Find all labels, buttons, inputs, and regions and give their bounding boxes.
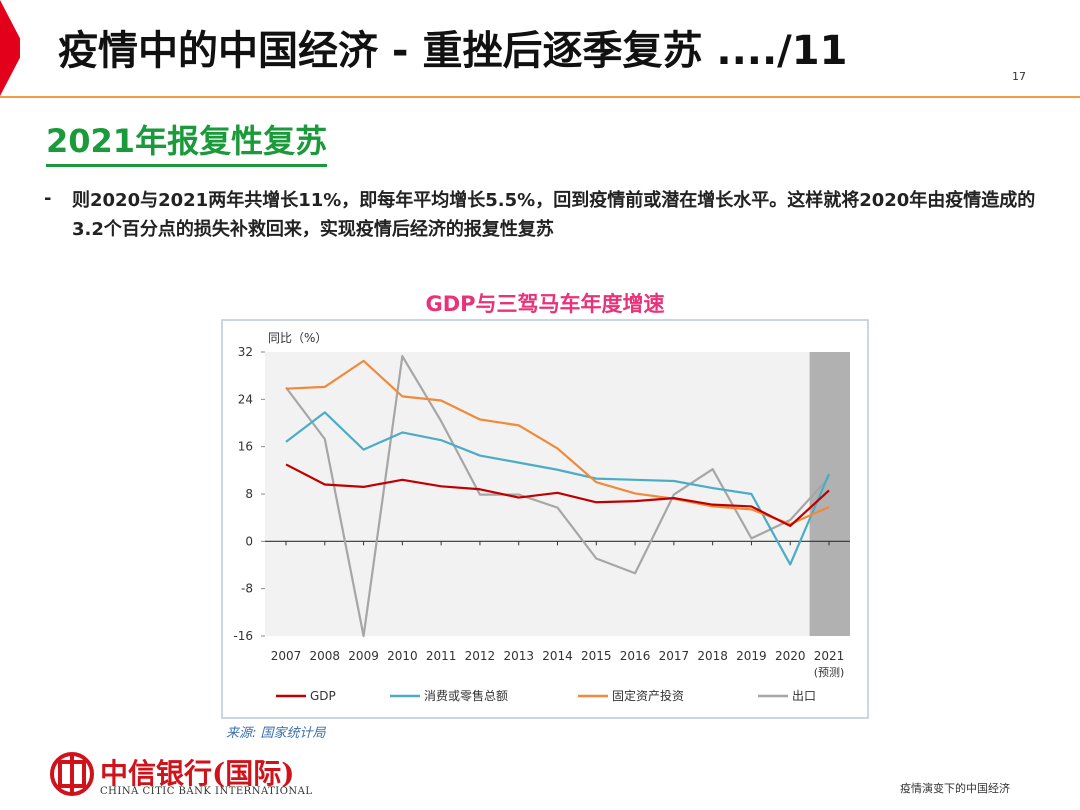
- bullet-marker: -: [44, 188, 52, 209]
- subtitle: 2021年报复性复苏: [46, 116, 328, 167]
- x-tick-label: 2019: [736, 649, 767, 663]
- x-tick-label: 2021: [814, 649, 845, 663]
- x-tick-label: 2007: [271, 649, 302, 663]
- legend-label: 固定资产投资: [612, 688, 684, 703]
- logo-en: CHINA CITIC BANK INTERNATIONAL: [100, 786, 313, 797]
- x-tick-label: 2020: [775, 649, 806, 663]
- x-tick-label: 2011: [426, 649, 457, 663]
- x-tick-label: 2008: [310, 649, 341, 663]
- x-tick-label: 2018: [697, 649, 728, 663]
- legend-label: GDP: [310, 689, 336, 703]
- x-tick-label: 2014: [542, 649, 573, 663]
- y-tick-label: 0: [245, 534, 253, 548]
- series-line: [285, 463, 830, 528]
- forecast-label: (预测): [814, 666, 845, 679]
- y-axis-label: 同比（%）: [268, 331, 327, 345]
- x-tick-label: 2017: [659, 649, 690, 663]
- y-tick-label: 24: [238, 392, 253, 406]
- legend-label: 消费或零售总额: [424, 688, 508, 703]
- y-tick-label: 16: [238, 440, 253, 454]
- source: 来源: 国家统计局: [226, 726, 326, 741]
- y-tick-label: 32: [238, 345, 253, 359]
- plot-area: [265, 352, 850, 636]
- bullet-text: 则2020与2021两年共增长11%，即每年平均增长5.5%，回到疫情前或潜在增…: [72, 190, 1036, 240]
- legend-label: 出口: [792, 689, 816, 703]
- series-line: [285, 411, 831, 566]
- page-number: 17: [1012, 70, 1026, 83]
- series-line: [285, 355, 830, 638]
- y-tick-label: -16: [233, 629, 253, 643]
- x-tick-label: 2009: [348, 649, 379, 663]
- forecast-shade: [809, 352, 850, 636]
- logo-cn: 中信银行(国际): [100, 757, 295, 790]
- header-rule: [0, 96, 1080, 98]
- x-tick-label: 2015: [581, 649, 612, 663]
- series-line: [285, 359, 830, 526]
- footer: 疫情演变下的中国经济: [900, 782, 1010, 795]
- x-tick-label: 2012: [465, 649, 496, 663]
- y-tick-label: 8: [245, 487, 253, 501]
- logo-mark: [50, 752, 94, 796]
- chart-title: GDP与三驾马车年度增速: [425, 292, 665, 316]
- slide-title: 疫情中的中国经济 - 重挫后逐季复苏 ..../11: [58, 28, 848, 74]
- x-tick-label: 2013: [503, 649, 534, 663]
- x-tick-label: 2016: [620, 649, 651, 663]
- x-tick-label: 2010: [387, 649, 418, 663]
- y-tick-label: -8: [241, 582, 253, 596]
